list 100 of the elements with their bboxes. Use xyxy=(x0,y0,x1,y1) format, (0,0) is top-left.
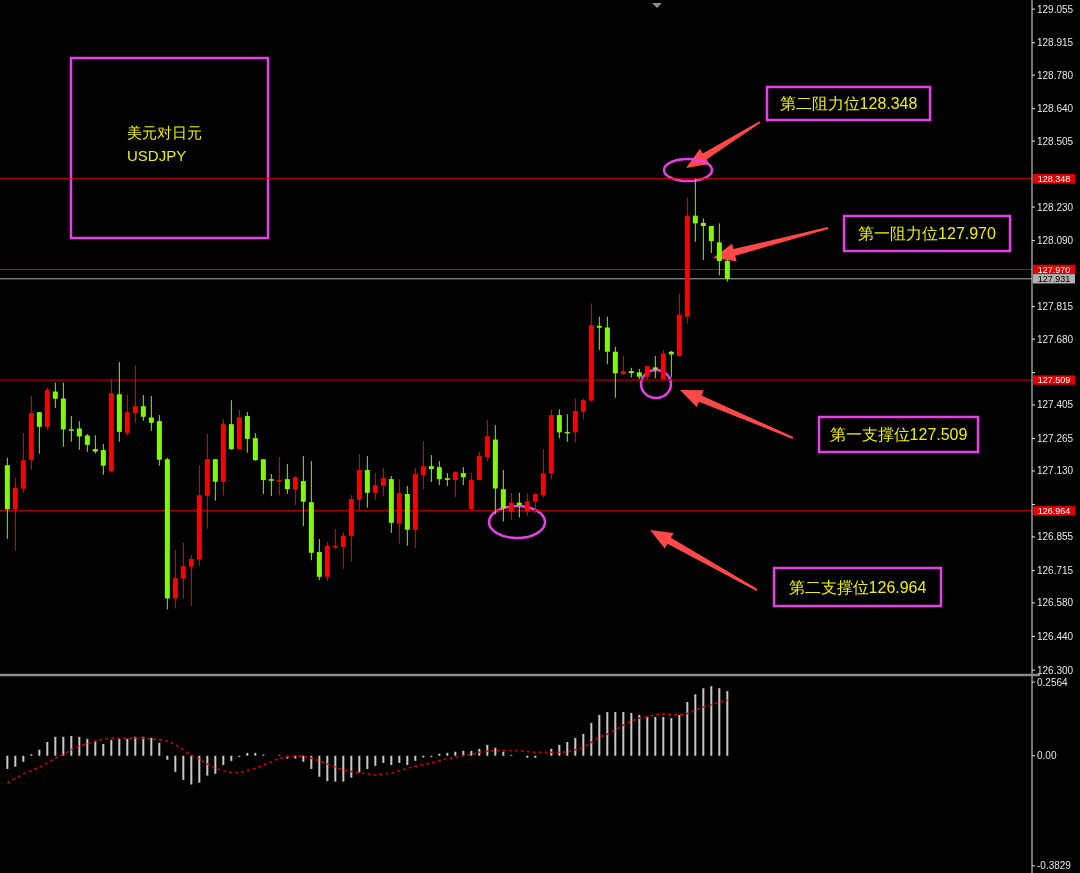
candlestick xyxy=(36,411,42,455)
bar xyxy=(382,755,385,763)
y-tick-label: 128.640 xyxy=(1037,103,1074,115)
candlestick xyxy=(372,472,378,501)
bar xyxy=(582,733,585,756)
bar xyxy=(590,722,593,756)
bar xyxy=(550,748,553,756)
candlestick xyxy=(700,217,706,261)
bar xyxy=(182,755,185,780)
bar xyxy=(86,738,89,756)
candlestick xyxy=(292,475,298,506)
bar xyxy=(694,694,697,756)
bar xyxy=(222,755,225,765)
candlestick xyxy=(148,395,154,432)
bar xyxy=(70,735,73,756)
bar xyxy=(670,718,673,756)
bar xyxy=(646,716,649,756)
bar xyxy=(678,714,681,756)
bar xyxy=(534,755,537,758)
text: USDJPY xyxy=(127,147,187,164)
y-tick-label: 127.265 xyxy=(1037,433,1074,445)
candlestick xyxy=(300,455,306,527)
y-tick-label: 128.090 xyxy=(1037,235,1074,247)
candlestick xyxy=(180,542,186,599)
candlestick xyxy=(52,382,58,409)
line-series xyxy=(6,699,729,784)
y-tick-label: -0.3829 xyxy=(1037,860,1072,872)
candlestick xyxy=(716,222,722,276)
bar xyxy=(374,755,377,766)
bar xyxy=(622,712,625,756)
ref-line-label: 127.970 xyxy=(1037,264,1071,275)
bar xyxy=(726,691,729,756)
y-tick-label: 0.2564 xyxy=(1037,676,1069,688)
bar xyxy=(302,755,305,762)
candlestick xyxy=(260,458,266,495)
y-tick-label: 129.055 xyxy=(1037,3,1074,15)
bar xyxy=(22,755,25,762)
bar xyxy=(494,747,497,756)
candlestick xyxy=(556,408,562,439)
bar xyxy=(566,741,569,756)
candlestick xyxy=(708,225,714,254)
bar xyxy=(38,749,41,756)
bar xyxy=(398,755,401,763)
bar xyxy=(366,755,369,769)
candlestick xyxy=(332,528,338,550)
bar xyxy=(214,755,217,774)
candlestick xyxy=(284,463,290,495)
candlestick xyxy=(452,470,458,498)
bar xyxy=(342,755,345,782)
bar xyxy=(110,739,113,756)
bar xyxy=(78,736,81,756)
ref-line-label: 128.348 xyxy=(1037,173,1071,184)
bar xyxy=(662,716,665,756)
bar xyxy=(102,743,105,756)
bar xyxy=(126,738,129,756)
y-tick-label: 0.00 xyxy=(1037,750,1057,762)
candlestick xyxy=(276,456,282,496)
candlestick xyxy=(420,440,426,490)
bar xyxy=(390,755,393,765)
bar xyxy=(166,755,169,760)
candlestick xyxy=(380,467,386,497)
bar xyxy=(350,755,353,778)
bar xyxy=(334,755,337,782)
bar xyxy=(158,742,161,756)
y-tick-label: 128.915 xyxy=(1037,37,1074,49)
y-tick-label: 126.580 xyxy=(1037,597,1074,609)
candlestick xyxy=(476,451,482,481)
bar xyxy=(134,736,137,756)
bar xyxy=(630,712,633,756)
candlestick xyxy=(508,492,514,521)
candlestick xyxy=(244,411,250,454)
bar xyxy=(654,716,657,756)
bar xyxy=(614,712,617,756)
candlestick xyxy=(596,316,602,351)
bar xyxy=(190,755,193,785)
candlestick xyxy=(532,492,538,514)
candlestick xyxy=(92,434,98,455)
y-tick-label: 126.855 xyxy=(1037,531,1074,543)
candlestick xyxy=(124,393,130,437)
candlestick xyxy=(140,394,146,422)
y-tick-label: 126.300 xyxy=(1037,664,1074,676)
text: 美元对日元 xyxy=(127,124,202,141)
candlestick xyxy=(692,178,698,243)
candlestick xyxy=(364,455,370,509)
candlestick xyxy=(540,448,546,498)
candlestick xyxy=(340,531,346,570)
candlestick xyxy=(724,259,730,283)
annotation: 第二阻力位128.348 xyxy=(779,95,918,112)
bar xyxy=(502,751,505,756)
bar xyxy=(318,755,321,777)
bar xyxy=(206,755,209,776)
bar xyxy=(54,736,57,756)
bar xyxy=(62,736,65,756)
bar xyxy=(246,752,249,756)
bar xyxy=(150,737,153,756)
y-tick-label: 127.815 xyxy=(1037,301,1074,313)
bar xyxy=(6,755,9,769)
bar xyxy=(470,750,473,756)
candlestick xyxy=(252,432,258,462)
bar xyxy=(446,752,449,756)
